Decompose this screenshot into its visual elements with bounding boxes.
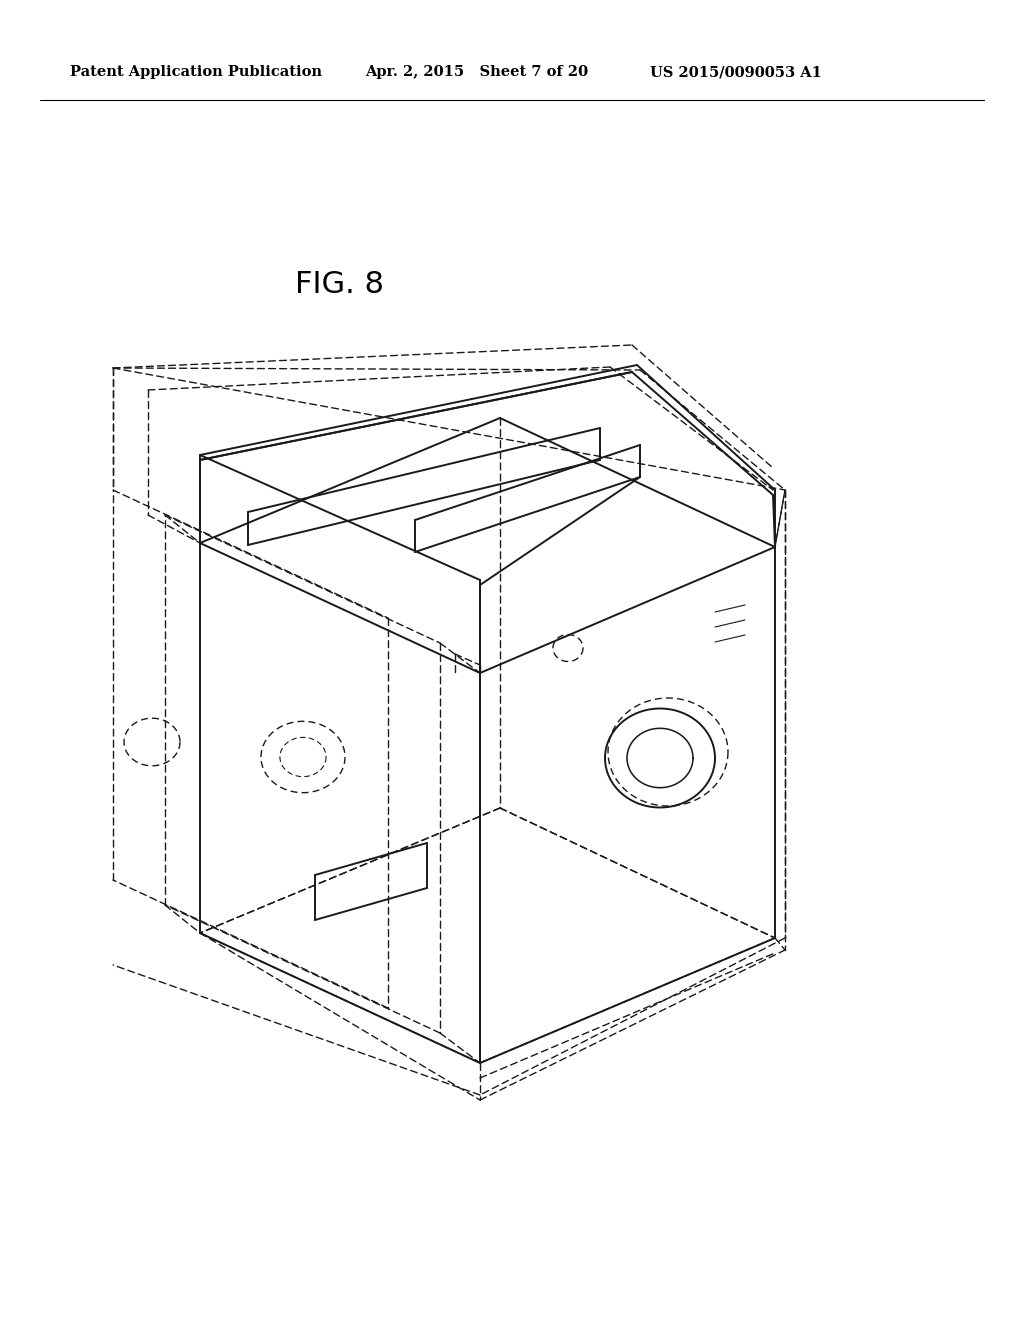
Text: Apr. 2, 2015   Sheet 7 of 20: Apr. 2, 2015 Sheet 7 of 20 — [365, 65, 588, 79]
Text: US 2015/0090053 A1: US 2015/0090053 A1 — [650, 65, 822, 79]
Text: Patent Application Publication: Patent Application Publication — [70, 65, 322, 79]
Text: FIG. 8: FIG. 8 — [295, 271, 384, 300]
